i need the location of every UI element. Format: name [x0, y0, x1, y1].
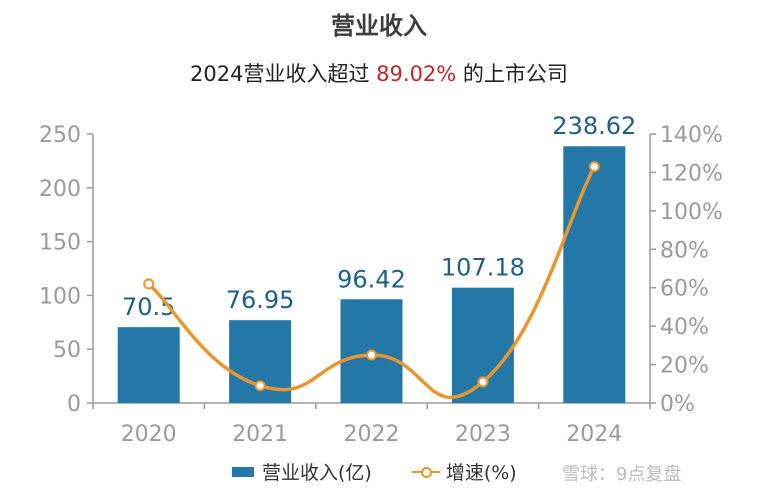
x-tick-label: 2024	[566, 422, 622, 447]
y-right-tick-label: 100%	[660, 200, 723, 225]
chart-title: 营业收入	[331, 12, 427, 40]
chart-legend: 营业收入(亿) 增速(%)	[232, 458, 517, 485]
growth-point-2024	[588, 161, 600, 173]
y-right-tick-label: 60%	[660, 277, 709, 302]
x-tick-label: 2023	[455, 422, 511, 447]
legend-bar-label: 营业收入(亿)	[262, 462, 372, 484]
y-left-tick-label: 0	[67, 392, 81, 417]
legend-line-swatch	[411, 466, 440, 478]
subtitle-prefix: 2024营业收入超过	[190, 62, 377, 86]
bar-value-label: 76.95	[226, 286, 295, 314]
bar-2024	[563, 146, 626, 403]
bar-2020	[117, 327, 180, 403]
y-right-tick-label: 120%	[660, 161, 723, 186]
x-tick-label: 2022	[344, 422, 400, 447]
growth-point-2023	[477, 376, 489, 388]
x-tick-label: 2020	[121, 422, 177, 447]
bar-value-label: 70.5	[122, 293, 175, 321]
growth-point-2020	[143, 278, 155, 290]
legend-bar-swatch	[232, 466, 254, 477]
y-right-tick-label: 20%	[660, 354, 709, 379]
y-left-tick-label: 50	[53, 338, 81, 363]
y-right-tick-label: 140%	[660, 123, 723, 148]
growth-point-2021	[254, 380, 266, 392]
growth-rate-line	[147, 165, 596, 399]
y-left-tick-label: 150	[39, 231, 81, 256]
y-right-tick-label: 40%	[660, 315, 709, 340]
y-right-tick-label: 0%	[660, 392, 695, 417]
bar-value-label: 107.18	[441, 254, 525, 282]
y-left-tick-label: 200	[39, 177, 81, 202]
growth-point-2022	[366, 349, 377, 361]
x-tick-label: 2021	[232, 422, 288, 447]
y-left-tick-label: 100	[39, 284, 81, 309]
legend-line-label: 增速(%)	[445, 462, 517, 484]
y-right-tick-label: 80%	[660, 238, 709, 263]
watermark: 雪球：9点复盘	[562, 464, 682, 485]
subtitle-highlight: 89.02%	[376, 62, 457, 86]
bar-value-label: 238.62	[552, 112, 636, 140]
subtitle-suffix: 的上市公司	[456, 62, 568, 86]
bar-value-label: 96.42	[337, 265, 406, 293]
y-left-tick-label: 250	[39, 123, 81, 148]
chart-subtitle: 2024营业收入超过 89.02% 的上市公司	[0, 58, 758, 88]
